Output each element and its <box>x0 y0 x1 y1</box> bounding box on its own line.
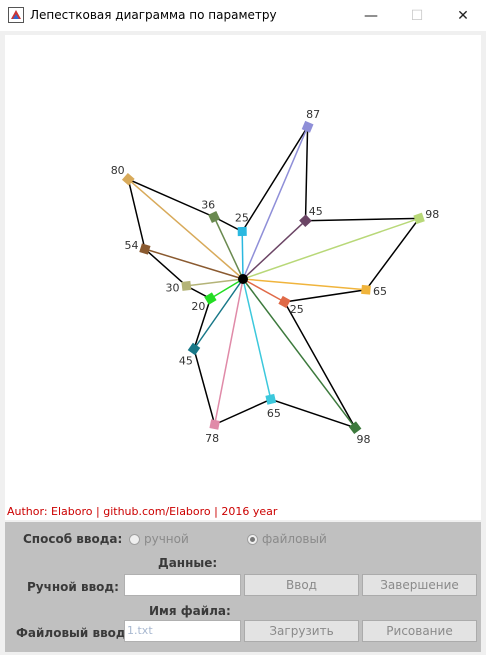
value-label-13: 80 <box>111 164 125 177</box>
spoke-1 <box>242 126 309 280</box>
spoke-13 <box>127 178 244 280</box>
data-point-10 <box>204 292 217 305</box>
spoke-12 <box>144 248 244 280</box>
data-point-5 <box>278 295 291 309</box>
finish-button[interactable]: Завершение <box>362 574 477 596</box>
value-label-2: 45 <box>309 205 323 218</box>
input-button[interactable]: Ввод <box>244 574 359 596</box>
spoke-9 <box>193 278 244 350</box>
minimize-icon: — <box>364 7 378 24</box>
data-point-1 <box>301 120 314 133</box>
data-point-2 <box>299 214 312 228</box>
value-label-10: 20 <box>191 300 205 313</box>
value-label-5: 25 <box>290 303 304 316</box>
value-label-15: 25 <box>235 212 249 225</box>
radio-manual-label: ручной <box>144 532 189 546</box>
java-app-icon <box>8 7 24 23</box>
data-point-7 <box>265 393 277 405</box>
data-point-9 <box>187 342 201 356</box>
value-label-7: 65 <box>267 407 281 420</box>
spoke-6 <box>242 278 356 429</box>
filename-label: Имя файла: <box>149 604 231 618</box>
load-button[interactable]: Загрузить <box>244 620 359 642</box>
spoke-11 <box>186 278 244 287</box>
data-point-15 <box>237 226 247 237</box>
radio-manual-circle <box>129 533 140 545</box>
value-label-14: 36 <box>201 198 215 211</box>
spoke-4 <box>242 278 367 291</box>
spoke-8 <box>213 278 244 425</box>
manual-input-label: Ручной ввод: <box>27 580 119 594</box>
spoke-5 <box>242 278 285 303</box>
author-credit: Author: Elaboro | github.com/Elaboro | 2… <box>7 505 278 518</box>
spoke-2 <box>242 220 307 280</box>
window-title: Лепестковая диаграмма по параметру <box>30 8 277 22</box>
title-bar: Лепестковая диаграмма по параметру — ☐ ✕ <box>0 0 486 32</box>
spoke-14 <box>213 216 244 280</box>
data-point-13 <box>121 172 135 186</box>
spoke-7 <box>242 278 272 400</box>
data-point-11 <box>181 280 192 291</box>
data-point-8 <box>209 419 220 430</box>
draw-button[interactable]: Рисование <box>362 620 477 642</box>
radio-file[interactable]: файловый <box>247 532 327 546</box>
value-label-3: 98 <box>425 208 439 221</box>
maximize-icon: ☐ <box>410 7 424 24</box>
value-label-9: 45 <box>179 355 193 368</box>
control-panel: Способ ввода: ручной файловый Данные: Ру… <box>5 522 481 652</box>
radar-outline <box>127 124 421 430</box>
chart-canvas: 87 45 98 65 25 98 65 78 45 20 30 54 80 36 25 Author: E… <box>5 35 481 520</box>
value-label-6: 98 <box>357 433 371 446</box>
data-point-6 <box>348 421 362 435</box>
value-label-4: 65 <box>373 285 387 298</box>
radio-file-label: файловый <box>262 532 327 546</box>
data-point-12 <box>139 243 151 255</box>
value-label-1: 87 <box>306 108 320 121</box>
value-label-12: 54 <box>125 239 139 252</box>
manual-input-field[interactable] <box>124 574 241 596</box>
close-button[interactable]: ✕ <box>440 0 486 31</box>
spoke-10 <box>210 278 244 300</box>
radar-chart: 87 45 98 65 25 98 65 78 45 20 30 54 80 36 25 <box>111 108 440 446</box>
spoke-3 <box>242 217 420 280</box>
input-mode-label: Способ ввода: <box>23 532 123 546</box>
close-icon: ✕ <box>457 7 469 24</box>
center-hub <box>238 274 248 284</box>
minimize-button[interactable]: — <box>348 0 394 31</box>
spoke-15 <box>241 231 244 280</box>
maximize-button[interactable]: ☐ <box>394 0 440 31</box>
radio-file-circle <box>247 533 258 545</box>
data-point-3 <box>413 212 425 225</box>
value-label-8: 78 <box>205 432 219 445</box>
data-point-4 <box>361 284 371 295</box>
file-input-label: Файловый ввод: <box>16 626 131 640</box>
value-label-11: 30 <box>166 282 180 295</box>
radio-manual[interactable]: ручной <box>129 532 189 546</box>
data-point-14 <box>208 211 221 223</box>
data-label: Данные: <box>158 556 218 570</box>
file-input-field[interactable]: 1.txt <box>124 620 241 642</box>
